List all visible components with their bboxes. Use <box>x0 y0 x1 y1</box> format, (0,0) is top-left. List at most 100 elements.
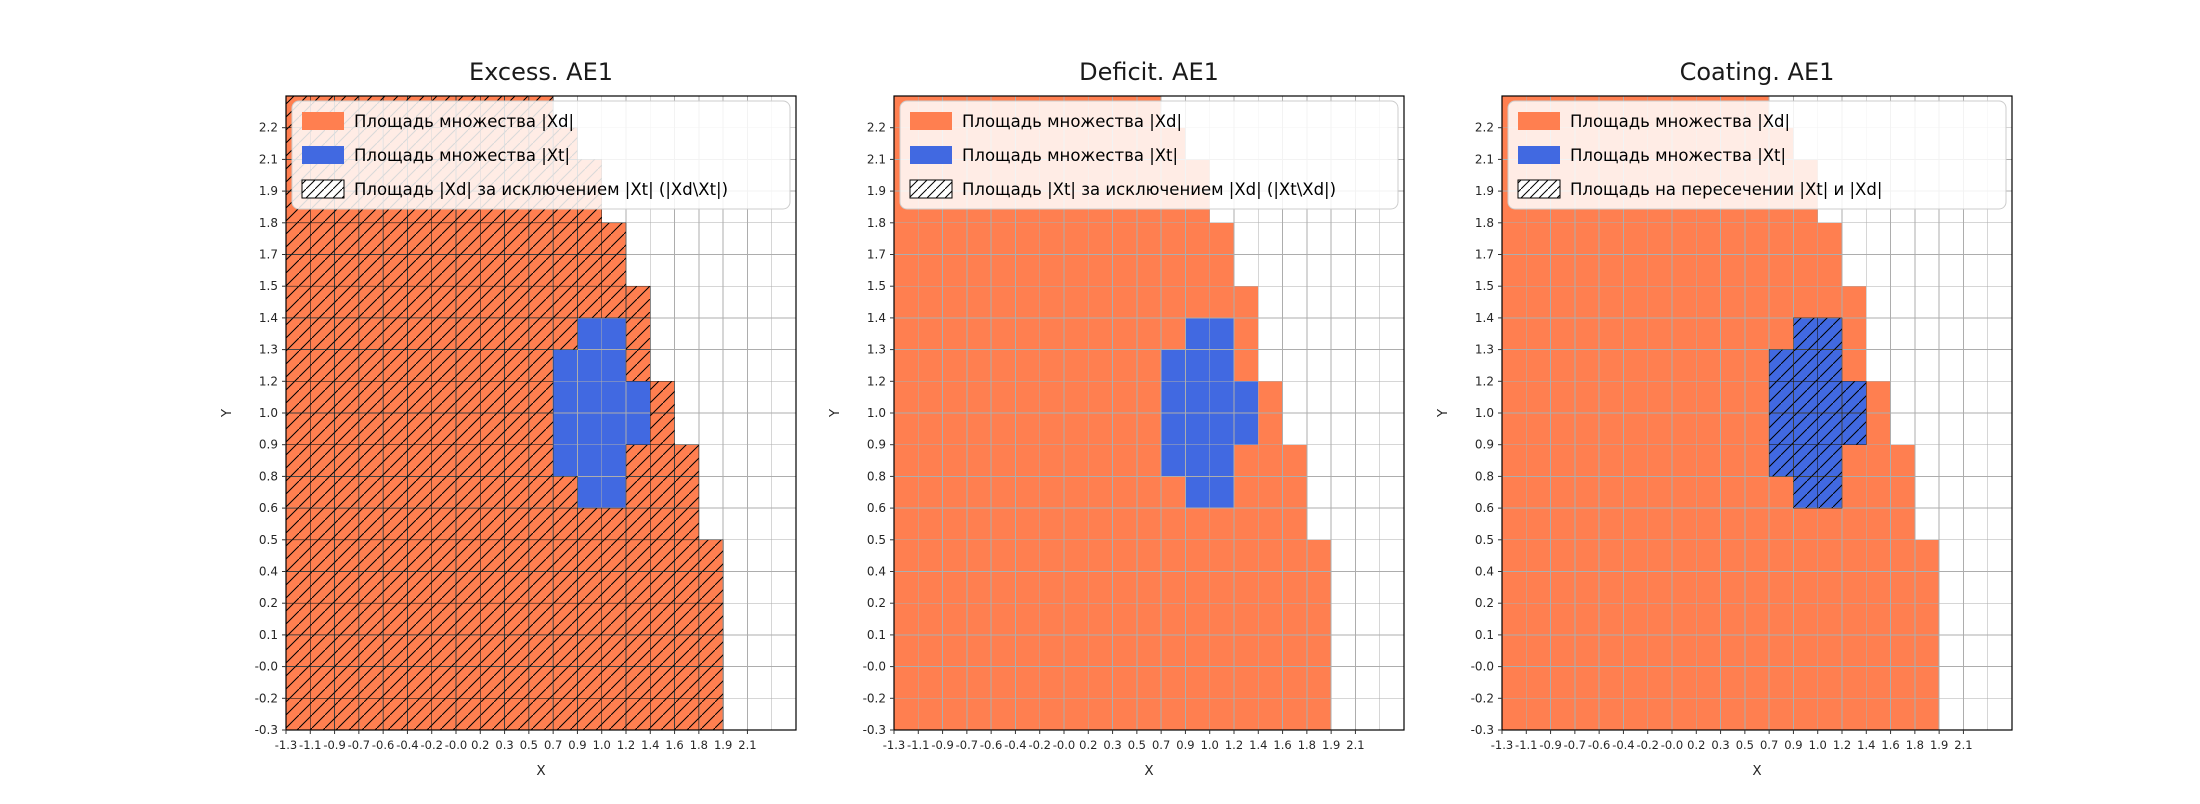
x-tick-label: 0.5 <box>1128 738 1146 752</box>
hatch-cell <box>504 539 530 572</box>
hatch-cell <box>334 444 360 477</box>
hatch-cell <box>552 571 578 604</box>
hatch-cell <box>285 476 311 509</box>
hatch-cell <box>358 412 384 445</box>
hatch-cell <box>310 349 335 382</box>
legend-label: Площадь множества |Xt| <box>1570 146 1786 165</box>
hatch-cell <box>334 285 360 319</box>
y-tick-label: 0.1 <box>1475 628 1494 642</box>
hatch-cell <box>528 539 554 572</box>
y-tick-label: 1.8 <box>1475 216 1494 230</box>
hatch-cell <box>1817 476 1843 509</box>
hatch-cell <box>625 602 651 636</box>
y-tick-label: 1.5 <box>867 279 886 293</box>
hatch-cell <box>455 222 481 255</box>
y-tick-label: -0.0 <box>255 660 278 674</box>
hatch-cell <box>650 507 675 541</box>
hatch-cell <box>285 634 311 667</box>
hatch-cell <box>407 476 432 509</box>
hatch-cell <box>382 285 408 319</box>
hatch-cell <box>455 602 481 636</box>
hatch-cell <box>625 571 651 604</box>
y-tick-label: 1.3 <box>867 343 886 357</box>
x-tick-label: 0.9 <box>1176 738 1194 752</box>
hatch-cell <box>577 285 602 319</box>
x-tick-label: 1.6 <box>1881 738 1899 752</box>
y-tick-label: 1.4 <box>259 311 278 325</box>
plot-title-coating: Coating. AE1 <box>1680 58 1835 86</box>
y-tick-label: 0.6 <box>259 501 278 515</box>
hatch-cell <box>358 317 384 350</box>
x-tick-label: 2.1 <box>738 738 756 752</box>
x-axis-label: X <box>536 763 545 779</box>
hatch-cell <box>310 222 335 255</box>
hatch-cell <box>382 317 408 350</box>
hatch-cell <box>528 698 554 731</box>
x-tick-label: -1.3 <box>275 738 297 752</box>
xd-region-row <box>1502 444 1915 477</box>
hatch-cell <box>528 381 554 414</box>
x-tick-label: 1.6 <box>1273 738 1291 752</box>
y-tick-label: 1.3 <box>259 343 278 357</box>
hatch-cell <box>650 571 675 604</box>
x-tick-label: 1.9 <box>714 738 732 752</box>
hatch-cell <box>650 381 675 414</box>
hatch-cell <box>1841 412 1867 445</box>
hatch-cell <box>431 317 457 350</box>
hatch-cell <box>698 666 724 699</box>
hatch-cell <box>601 698 627 731</box>
hatch-cell <box>698 634 724 667</box>
hatch-cell <box>504 571 530 604</box>
xd-region-row <box>894 476 1307 509</box>
hatch-cell <box>407 602 432 636</box>
hatch-cell <box>1817 349 1843 382</box>
hatch-cell <box>407 666 432 699</box>
hatch-cell <box>358 222 384 255</box>
x-tick-label: -0.2 <box>1028 738 1050 752</box>
hatch-cell <box>552 254 578 287</box>
hatch-cell <box>528 602 554 636</box>
hatch-cell <box>285 254 311 287</box>
hatch-cell <box>334 666 360 699</box>
legend-swatch-xt <box>302 146 344 164</box>
y-tick-label: 1.2 <box>259 374 278 388</box>
x-tick-label: -0.0 <box>445 738 467 752</box>
hatch-cell <box>1817 444 1843 477</box>
hatch-cell <box>601 634 627 667</box>
hatch-cell <box>358 634 384 667</box>
y-tick-label: 1.4 <box>1475 311 1494 325</box>
hatch-cell <box>455 571 481 604</box>
hatch-cell <box>407 698 432 731</box>
hatch-cell <box>310 634 335 667</box>
x-tick-label: 1.4 <box>1857 738 1875 752</box>
hatch-cell <box>1768 412 1794 445</box>
hatch-cell <box>552 285 578 319</box>
hatch-cell <box>577 222 602 255</box>
y-tick-label: 0.8 <box>1475 469 1494 483</box>
hatch-cell <box>480 222 505 255</box>
hatch-cell <box>285 698 311 731</box>
y-tick-label: 1.3 <box>1475 343 1494 357</box>
hatch-cell <box>382 602 408 636</box>
hatch-cell <box>528 666 554 699</box>
hatch-cell <box>382 222 408 255</box>
hatch-cell <box>601 254 627 287</box>
y-tick-label: -0.3 <box>863 723 886 737</box>
hatch-cell <box>1841 381 1867 414</box>
hatch-cell <box>480 634 505 667</box>
hatch-cell <box>504 476 530 509</box>
x-tick-label: 1.4 <box>641 738 659 752</box>
x-tick-label: 1.9 <box>1322 738 1340 752</box>
legend-label: Площадь множества |Xd| <box>1570 112 1790 131</box>
y-tick-label: 2.1 <box>1475 152 1494 166</box>
x-tick-label: 0.3 <box>1711 738 1729 752</box>
hatch-cell <box>358 539 384 572</box>
hatch-cell <box>650 476 675 509</box>
x-axis-label: X <box>1752 763 1761 779</box>
hatch-cell <box>504 381 530 414</box>
hatch-cell <box>334 602 360 636</box>
y-tick-label: 1.8 <box>867 216 886 230</box>
legend-box <box>291 100 791 210</box>
hatch-cell <box>698 539 724 572</box>
